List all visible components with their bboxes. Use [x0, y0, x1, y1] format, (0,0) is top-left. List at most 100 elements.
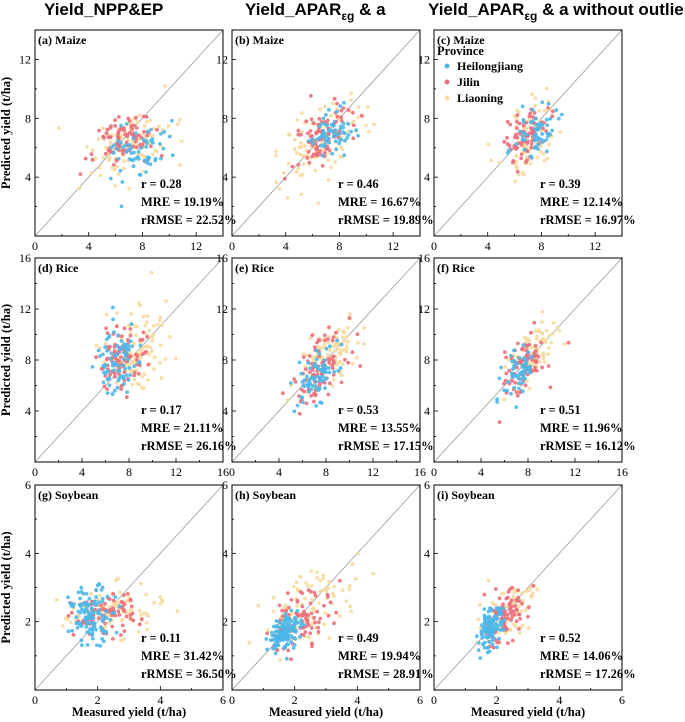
point-liaoning — [151, 323, 156, 328]
point-liaoning — [144, 592, 149, 597]
panel-label: (d) Rice — [38, 261, 79, 275]
point-jilin — [515, 393, 520, 398]
point-heilongjiang — [151, 140, 155, 145]
point-heilongjiang — [500, 612, 504, 617]
point-liaoning — [316, 201, 321, 206]
point-liaoning — [128, 351, 133, 355]
point-jilin — [124, 395, 129, 399]
point-heilongjiang — [78, 610, 83, 615]
point-heilongjiang — [342, 100, 346, 105]
point-jilin — [69, 610, 74, 615]
point-heilongjiang — [520, 137, 525, 142]
point-liaoning — [323, 611, 328, 616]
point-heilongjiang — [126, 357, 130, 362]
scatter-points — [280, 312, 367, 416]
point-liaoning — [308, 336, 313, 341]
point-heilongjiang — [145, 129, 150, 134]
point-jilin — [532, 111, 537, 115]
point-liaoning — [503, 631, 508, 635]
point-liaoning — [557, 328, 562, 333]
point-jilin — [530, 127, 535, 132]
point-liaoning — [535, 155, 540, 160]
point-heilongjiang — [115, 147, 120, 151]
point-jilin — [514, 119, 519, 124]
point-liaoning — [511, 594, 516, 599]
point-heilongjiang — [88, 627, 92, 631]
point-liaoning — [533, 96, 538, 101]
scatter-points — [474, 578, 540, 660]
point-heilongjiang — [325, 123, 329, 128]
point-liaoning — [520, 591, 525, 595]
point-liaoning — [113, 184, 118, 188]
point-jilin — [138, 622, 142, 627]
point-heilongjiang — [94, 588, 99, 592]
point-liaoning — [525, 144, 529, 149]
point-heilongjiang — [478, 656, 483, 660]
x-tick-label: 4 — [485, 239, 491, 253]
point-liaoning — [544, 328, 549, 333]
point-liaoning — [166, 124, 171, 129]
point-liaoning — [355, 551, 360, 556]
point-liaoning — [555, 325, 560, 330]
point-jilin — [130, 127, 135, 132]
point-heilongjiang — [158, 131, 163, 136]
point-liaoning — [356, 105, 361, 110]
point-heilongjiang — [145, 141, 149, 146]
point-jilin — [341, 106, 346, 111]
point-jilin — [140, 337, 145, 342]
point-heilongjiang — [287, 617, 291, 621]
point-heilongjiang — [315, 365, 320, 370]
point-liaoning — [489, 158, 494, 163]
point-jilin — [122, 609, 126, 614]
point-heilongjiang — [546, 102, 551, 106]
point-heilongjiang — [519, 370, 523, 375]
point-jilin — [502, 381, 506, 386]
point-jilin — [118, 127, 122, 132]
point-heilongjiang — [275, 624, 280, 629]
point-jilin — [131, 618, 136, 623]
point-jilin — [325, 118, 330, 123]
point-liaoning — [330, 101, 335, 106]
point-heilongjiang — [521, 343, 526, 347]
y-tick-label: 8 — [424, 353, 430, 367]
point-liaoning — [114, 602, 119, 607]
point-liaoning — [542, 108, 547, 113]
point-jilin — [516, 341, 520, 346]
point-liaoning — [524, 155, 529, 159]
point-jilin — [493, 587, 498, 591]
point-heilongjiang — [495, 400, 499, 404]
point-jilin — [116, 609, 121, 614]
column-title-3-tail: & a without outlier — [537, 0, 685, 19]
point-jilin — [125, 592, 130, 596]
point-heilongjiang — [88, 621, 93, 625]
point-liaoning — [323, 342, 327, 347]
point-liaoning — [145, 344, 150, 349]
point-jilin — [107, 597, 112, 601]
point-liaoning — [541, 337, 545, 341]
point-jilin — [122, 602, 127, 607]
point-jilin — [301, 633, 306, 637]
point-jilin — [532, 353, 537, 358]
point-jilin — [520, 601, 524, 606]
point-heilongjiang — [123, 143, 128, 148]
point-liaoning — [274, 180, 279, 185]
point-jilin — [518, 616, 522, 621]
point-liaoning — [331, 594, 336, 598]
scatter-points — [247, 551, 376, 662]
point-jilin — [339, 115, 344, 120]
point-liaoning — [119, 133, 124, 138]
point-liaoning — [315, 570, 319, 575]
point-liaoning — [305, 584, 310, 588]
point-heilongjiang — [534, 122, 539, 127]
point-heilongjiang — [110, 611, 115, 615]
point-jilin — [280, 614, 285, 619]
point-jilin — [105, 387, 109, 391]
point-liaoning — [63, 616, 68, 621]
point-heilongjiang — [343, 138, 347, 143]
point-heilongjiang — [116, 139, 120, 144]
point-liaoning — [151, 152, 156, 157]
point-jilin — [103, 601, 107, 606]
point-liaoning — [125, 611, 129, 615]
point-heilongjiang — [273, 651, 278, 656]
point-liaoning — [154, 149, 159, 154]
